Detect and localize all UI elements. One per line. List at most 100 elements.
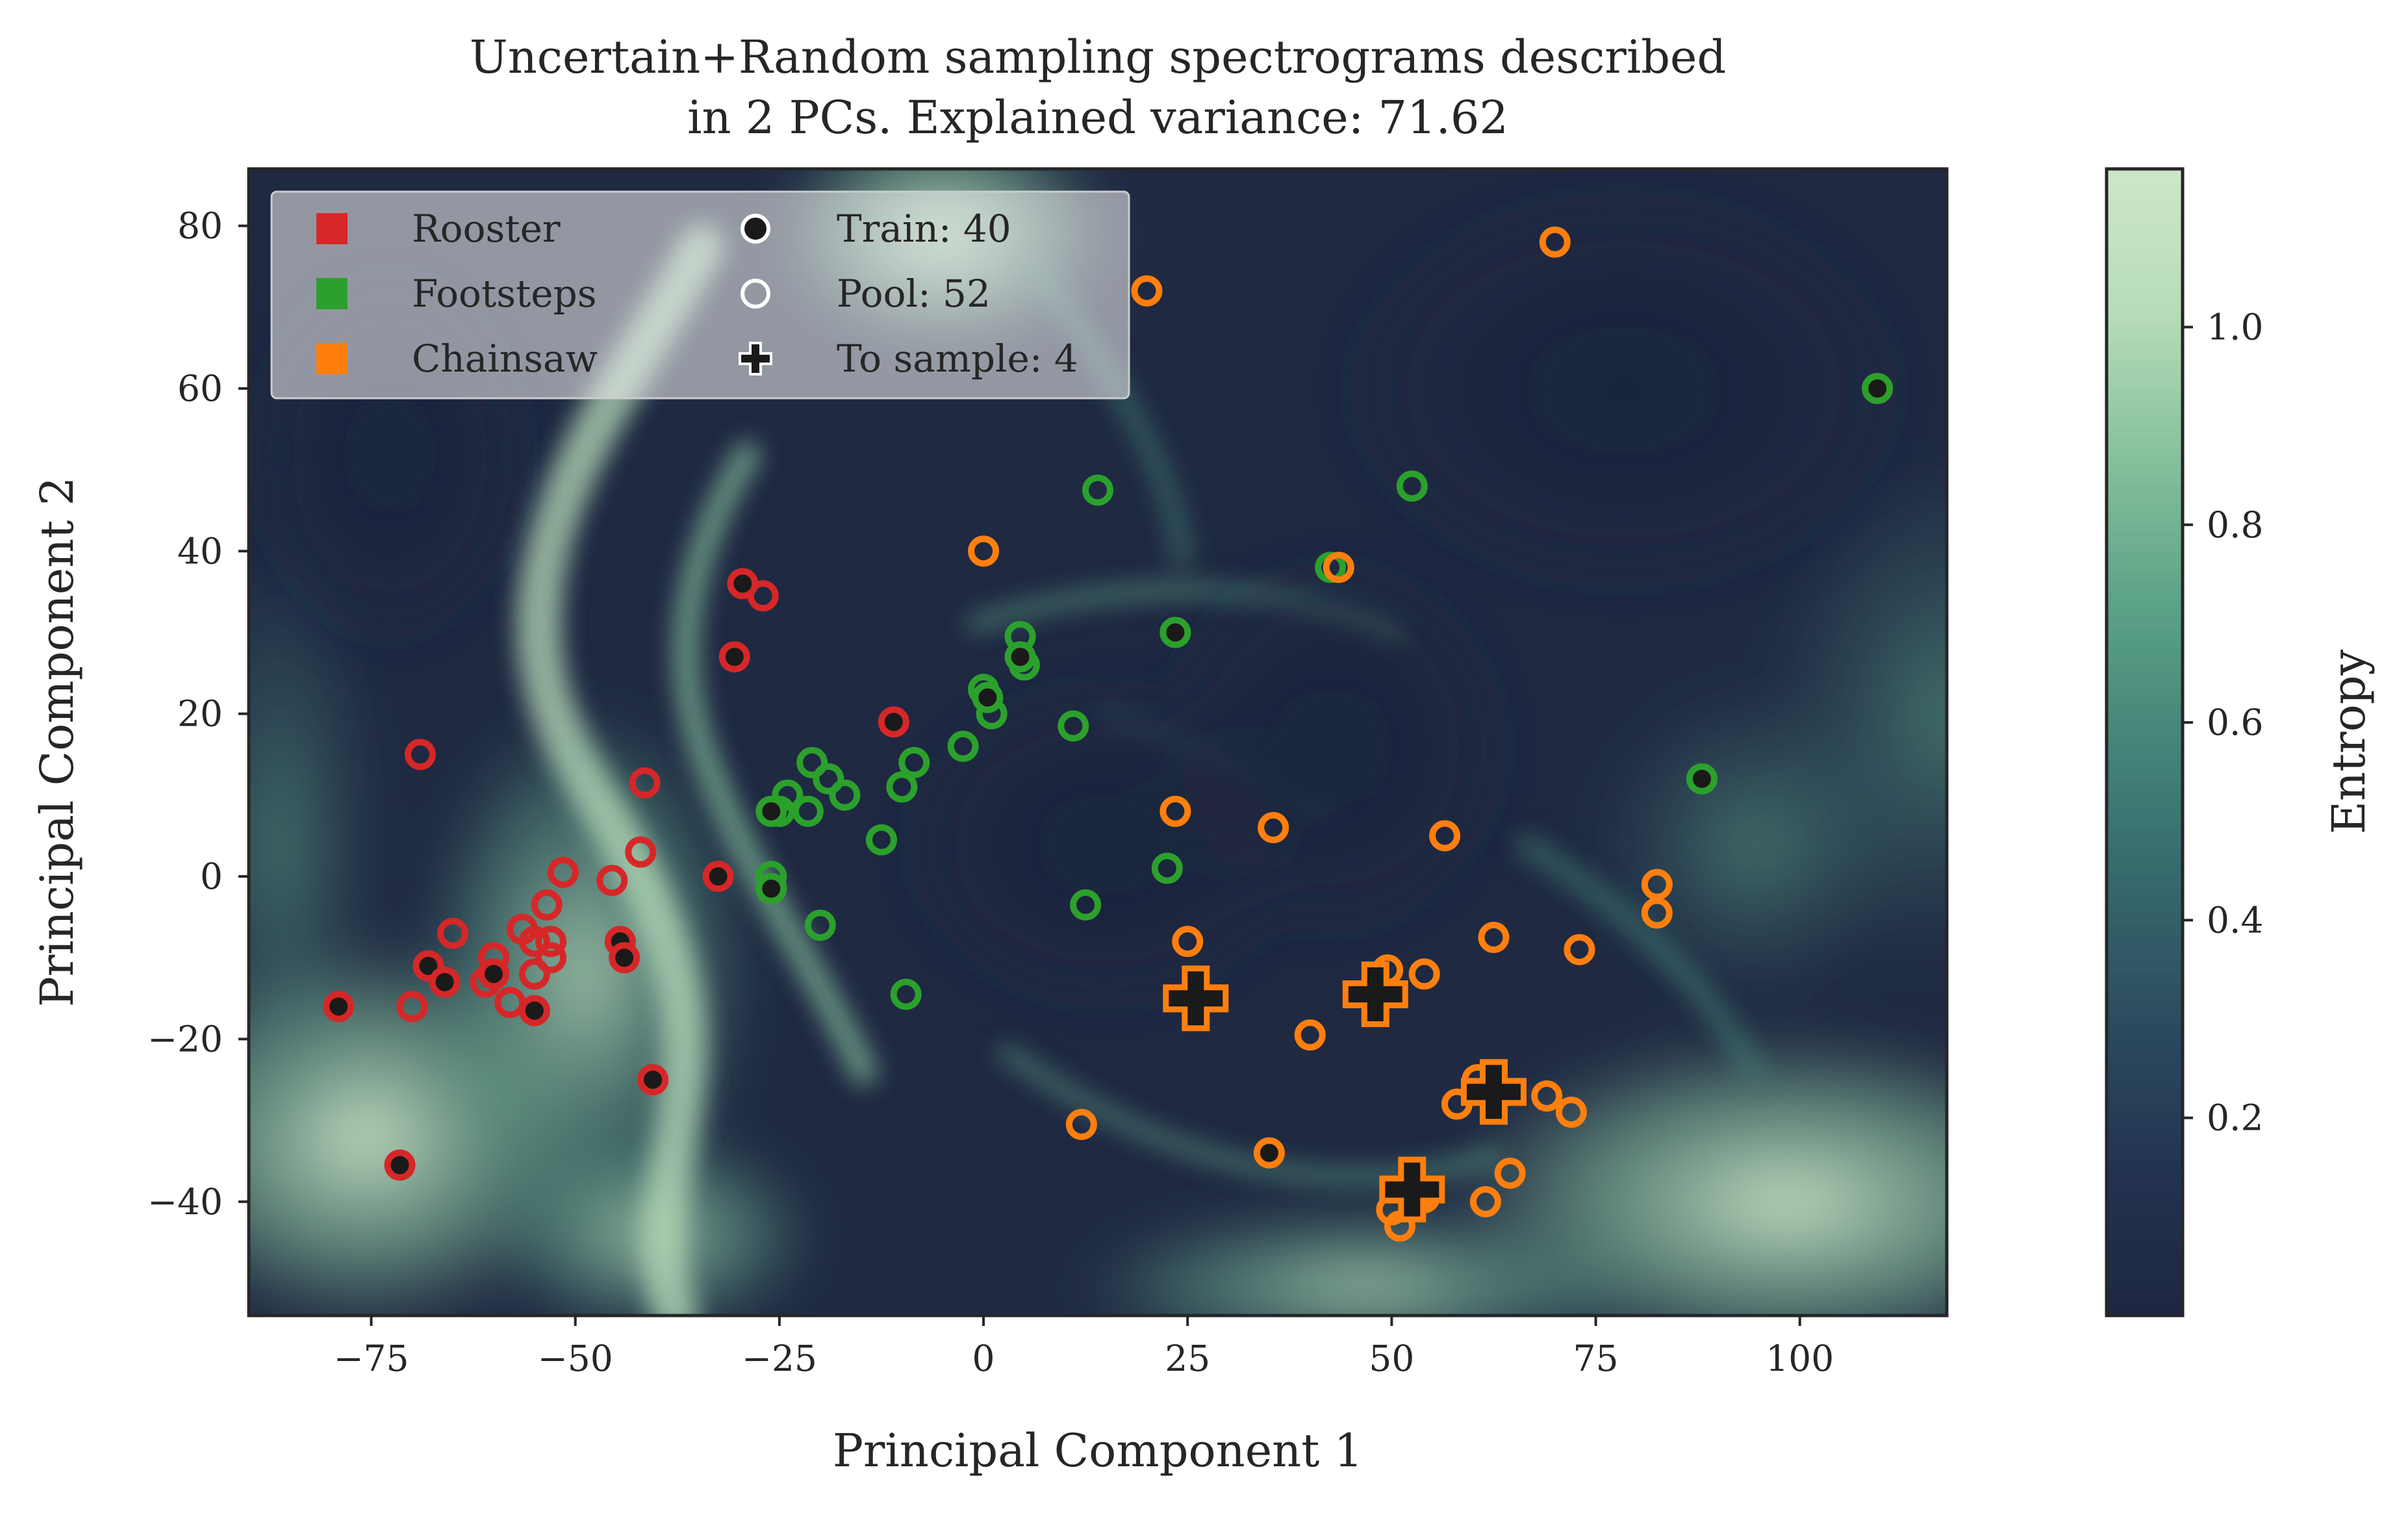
colorbar-strip-16 xyxy=(2107,1152,2183,1164)
colorbar-strip-71 xyxy=(2107,628,2183,638)
footsteps-pool-point-12 xyxy=(947,730,979,762)
colorbar-strip-33 xyxy=(2107,990,2183,1001)
footsteps-train-point-3 xyxy=(972,681,1004,713)
colorbar-strip-97 xyxy=(2107,379,2183,390)
y-axis-ticks: −40 −20 0 20 40 60 80 xyxy=(147,205,249,1223)
chart-title-line-2: in 2 PCs. Explained variance: 71.62 xyxy=(687,91,1508,144)
colorbar-strip-31 xyxy=(2107,1010,2183,1021)
colorbar-strip-29 xyxy=(2107,1028,2183,1039)
footsteps-pool-point-11 xyxy=(898,746,930,778)
colorbar-strip-101 xyxy=(2107,340,2183,351)
rooster-train-point-5 xyxy=(518,995,550,1026)
colorbar-strip-73 xyxy=(2107,608,2183,619)
colorbar-strip-98 xyxy=(2107,369,2183,380)
colorbar-strip-17 xyxy=(2107,1143,2183,1154)
footsteps-train-point-4 xyxy=(1160,617,1191,648)
colorbar-strip-109 xyxy=(2107,264,2183,275)
footsteps-pool-point-4 xyxy=(796,746,828,778)
rooster-pool-point-14 xyxy=(625,836,657,868)
colorbar-strip-85 xyxy=(2107,494,2183,504)
footsteps-pool-point-5 xyxy=(804,910,836,941)
legend-swatch-rooster xyxy=(316,213,348,244)
colorbar-strip-117 xyxy=(2107,188,2183,199)
colorbar-strip-94 xyxy=(2107,407,2183,418)
colorbar-strip-79 xyxy=(2107,551,2183,562)
colorbar-strip-106 xyxy=(2107,293,2183,303)
chainsaw-pool-point-13 xyxy=(1429,820,1461,852)
colorbar-strip-77 xyxy=(2107,570,2183,581)
footsteps-pool-point-6 xyxy=(813,763,844,795)
x-tick-label-6: 75 xyxy=(1573,1338,1619,1379)
rooster-pool-point-2 xyxy=(437,917,469,949)
chainsaw-pool-point-17 xyxy=(1478,921,1510,953)
legend-swatch-footsteps xyxy=(316,278,348,309)
rooster-train-point-4 xyxy=(478,958,510,990)
chainsaw-pool-point-18 xyxy=(1494,1157,1526,1189)
colorbar-strip-25 xyxy=(2107,1067,2183,1078)
colorbar-strip-95 xyxy=(2107,398,2183,409)
chainsaw-to-sample-point-1 xyxy=(1342,961,1408,1028)
colorbar-strip-58 xyxy=(2107,752,2183,762)
rooster-pool-point-8 xyxy=(518,926,550,958)
colorbar-strip-44 xyxy=(2107,885,2183,896)
rooster-pool-point-10 xyxy=(535,926,566,958)
chainsaw-pool-point-16 xyxy=(1469,1186,1501,1217)
chainsaw-to-sample-point-0 xyxy=(1163,965,1229,1032)
rooster-pool-point-1 xyxy=(404,739,436,770)
colorbar-strip-24 xyxy=(2107,1076,2183,1087)
rooster-train-point-12 xyxy=(878,706,909,738)
colorbar-strip-55 xyxy=(2107,780,2183,791)
rooster-train-point-9 xyxy=(702,861,734,893)
footsteps-train-point-1 xyxy=(755,872,787,904)
colorbar-strip-6 xyxy=(2107,1249,2183,1259)
colorbar-strip-13 xyxy=(2107,1182,2183,1192)
x-tick-label-7: 100 xyxy=(1766,1338,1834,1379)
colorbar-strip-87 xyxy=(2107,474,2183,485)
x-tick-label-1: −50 xyxy=(538,1338,613,1379)
colorbar-strip-78 xyxy=(2107,561,2183,571)
colorbar-strip-49 xyxy=(2107,837,2183,848)
colorbar-strip-115 xyxy=(2107,207,2183,218)
colorbar-strip-5 xyxy=(2107,1258,2183,1269)
legend-set-label-2: To sample: 4 xyxy=(837,337,1078,381)
colorbar-strip-76 xyxy=(2107,579,2183,591)
chainsaw-to-sample-point-3 xyxy=(1379,1156,1445,1223)
footsteps-pool-point-20 xyxy=(1151,852,1183,884)
colorbar-strip-91 xyxy=(2107,436,2183,447)
colorbar-strip-64 xyxy=(2107,694,2183,705)
x-axis-ticks: −75 −50 −25 0 25 50 75 100 xyxy=(333,1316,1834,1379)
chainsaw-pool-point-20 xyxy=(1539,226,1571,258)
rooster-pool-point-13 xyxy=(596,865,628,897)
x-tick-label-4: 25 xyxy=(1165,1338,1210,1379)
colorbar-strip-61 xyxy=(2107,723,2183,733)
rooster-pool-point-7 xyxy=(518,958,550,990)
colorbar-strip-2 xyxy=(2107,1286,2183,1297)
chainsaw-pool-point-3 xyxy=(1172,926,1204,958)
rooster-train-point-3 xyxy=(429,966,461,998)
colorbar-strip-41 xyxy=(2107,914,2183,924)
colorbar-strip-54 xyxy=(2107,790,2183,800)
colorbar-strip-14 xyxy=(2107,1172,2183,1183)
rooster-train-point-0 xyxy=(323,991,355,1023)
colorbar-strip-90 xyxy=(2107,446,2183,457)
colorbar-strip-21 xyxy=(2107,1105,2183,1116)
y-tick-label-4: 40 xyxy=(177,530,223,572)
footsteps-train-point-0 xyxy=(755,795,787,827)
rooster-train-point-7 xyxy=(609,942,640,974)
colorbar-frame xyxy=(2105,167,2185,1318)
colorbar-strip-3 xyxy=(2107,1277,2183,1288)
rooster-train-point-1 xyxy=(384,1149,416,1181)
colorbar-strip-42 xyxy=(2107,904,2183,915)
colorbar-strip-52 xyxy=(2107,809,2183,820)
footsteps-pool-point-10 xyxy=(890,978,922,1010)
colorbar-strip-102 xyxy=(2107,331,2183,342)
colorbar-strip-111 xyxy=(2107,245,2183,256)
colorbar-strip-15 xyxy=(2107,1162,2183,1173)
chainsaw-pool-point-7 xyxy=(1323,552,1354,583)
footsteps-train-point-5 xyxy=(1686,763,1717,795)
chainsaw-train-point-0 xyxy=(1253,1137,1285,1169)
colorbar-strip-118 xyxy=(2107,178,2183,189)
colorbar-strip-119 xyxy=(2107,169,2183,179)
colorbar-strip-1 xyxy=(2107,1296,2183,1307)
